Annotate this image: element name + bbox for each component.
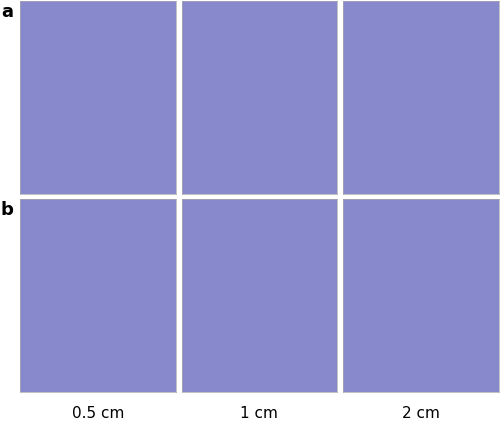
Text: b: b: [1, 201, 14, 219]
Text: 0.5 cm: 0.5 cm: [72, 406, 124, 421]
Text: 1 cm: 1 cm: [240, 406, 278, 421]
Text: a: a: [1, 3, 13, 21]
Text: 2 cm: 2 cm: [402, 406, 440, 421]
